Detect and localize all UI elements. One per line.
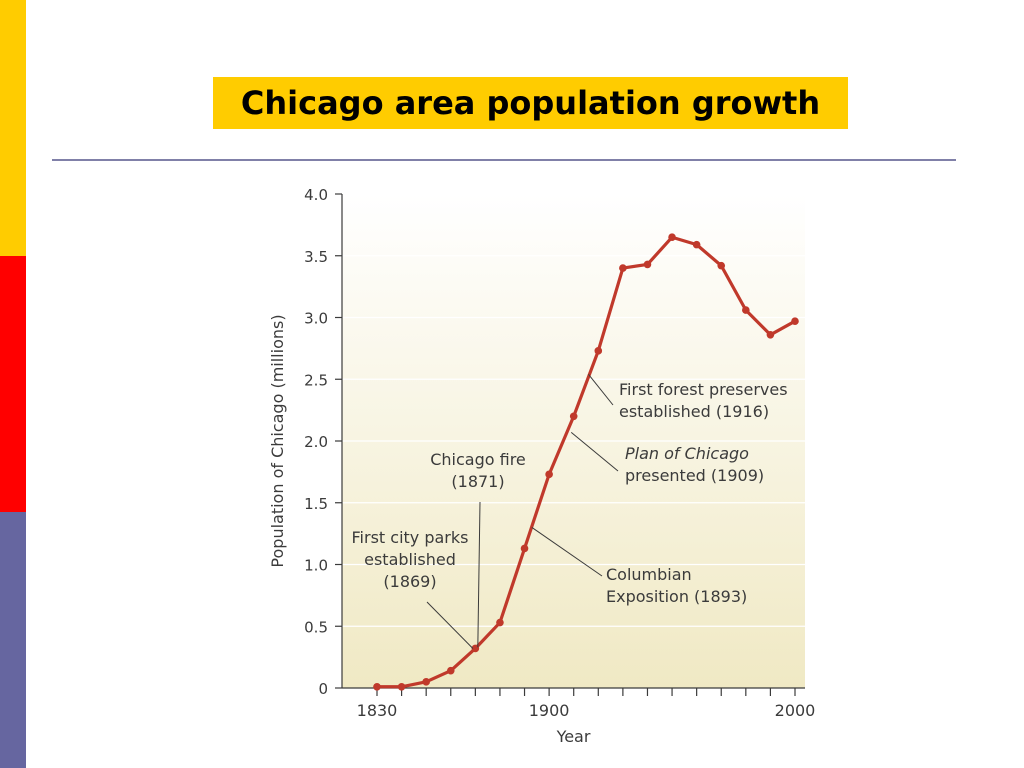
data-point xyxy=(619,264,627,272)
data-point xyxy=(668,233,676,242)
sidebar-blue-segment xyxy=(0,512,26,768)
data-point xyxy=(373,682,381,691)
annotation-city-parks-text: (1869) xyxy=(383,572,436,591)
y-tick-label: 2.0 xyxy=(304,433,328,451)
data-point xyxy=(791,317,799,326)
y-tick-label: 0.5 xyxy=(304,618,328,636)
data-point xyxy=(471,644,480,653)
data-point xyxy=(422,678,430,686)
data-point xyxy=(397,682,406,691)
y-tick-label: 2.5 xyxy=(304,371,328,389)
annotation-forest-preserves-text: established (1916) xyxy=(619,402,769,421)
data-point xyxy=(717,261,726,270)
data-point xyxy=(545,470,553,479)
data-point xyxy=(496,618,504,627)
x-tick-label: 2000 xyxy=(775,701,816,720)
data-point xyxy=(766,330,775,339)
x-axis-title: Year xyxy=(556,727,591,746)
slide-title: Chicago area population growth xyxy=(240,84,821,122)
annotation-city-parks-leader xyxy=(426,601,474,649)
sidebar-stripe xyxy=(0,0,26,768)
y-tick-label: 1.0 xyxy=(304,557,328,575)
annotation-plan-of-chicago-leader xyxy=(570,431,619,472)
annotation-chicago-fire-text: Chicago fire xyxy=(430,450,526,469)
data-point xyxy=(742,306,750,314)
annotation-plan-of-chicago-text: Plan of Chicago xyxy=(625,444,749,463)
annotation-plan-of-chicago-text: presented (1909) xyxy=(625,466,764,485)
x-tick-label: 1900 xyxy=(529,701,570,720)
annotation-forest-preserves-leader xyxy=(588,373,614,406)
y-axis-title: Population of Chicago (millions) xyxy=(268,314,287,567)
data-point xyxy=(594,347,603,355)
annotation-columbian-exposition-text: Exposition (1893) xyxy=(606,587,747,606)
data-point xyxy=(446,666,455,675)
annotation-columbian-exposition-leader xyxy=(531,527,603,577)
y-tick-label: 3.5 xyxy=(304,248,328,266)
slide-title-box: Chicago area population growth xyxy=(213,77,848,129)
y-tick-label: 3.0 xyxy=(304,310,328,328)
title-divider xyxy=(52,159,956,161)
annotation-columbian-exposition-text: Columbian xyxy=(606,565,692,584)
annotation-forest-preserves-text: First forest preserves xyxy=(619,380,788,399)
annotation-chicago-fire-text: (1871) xyxy=(451,472,504,491)
annotation-chicago-fire-leader xyxy=(477,501,481,648)
population-line xyxy=(377,235,796,689)
y-tick-label: 0 xyxy=(318,680,328,698)
annotation-city-parks-text: established xyxy=(364,550,456,569)
data-point xyxy=(520,544,529,553)
data-point xyxy=(692,240,701,249)
population-line-chart: 0 0.5 1.0 1.5 2.0 2.5 3.0 3.5 4.0 1830 1900 2000 Yea… xyxy=(268,186,816,746)
y-tick-label: 1.5 xyxy=(304,495,328,513)
data-point xyxy=(643,260,652,269)
sidebar-yellow-segment xyxy=(0,0,26,256)
y-tick-label: 4.0 xyxy=(304,186,328,204)
annotation-city-parks-text: First city parks xyxy=(352,528,469,547)
x-tick-label: 1830 xyxy=(357,701,398,720)
sidebar-red-segment xyxy=(0,256,26,512)
data-point xyxy=(569,412,578,421)
